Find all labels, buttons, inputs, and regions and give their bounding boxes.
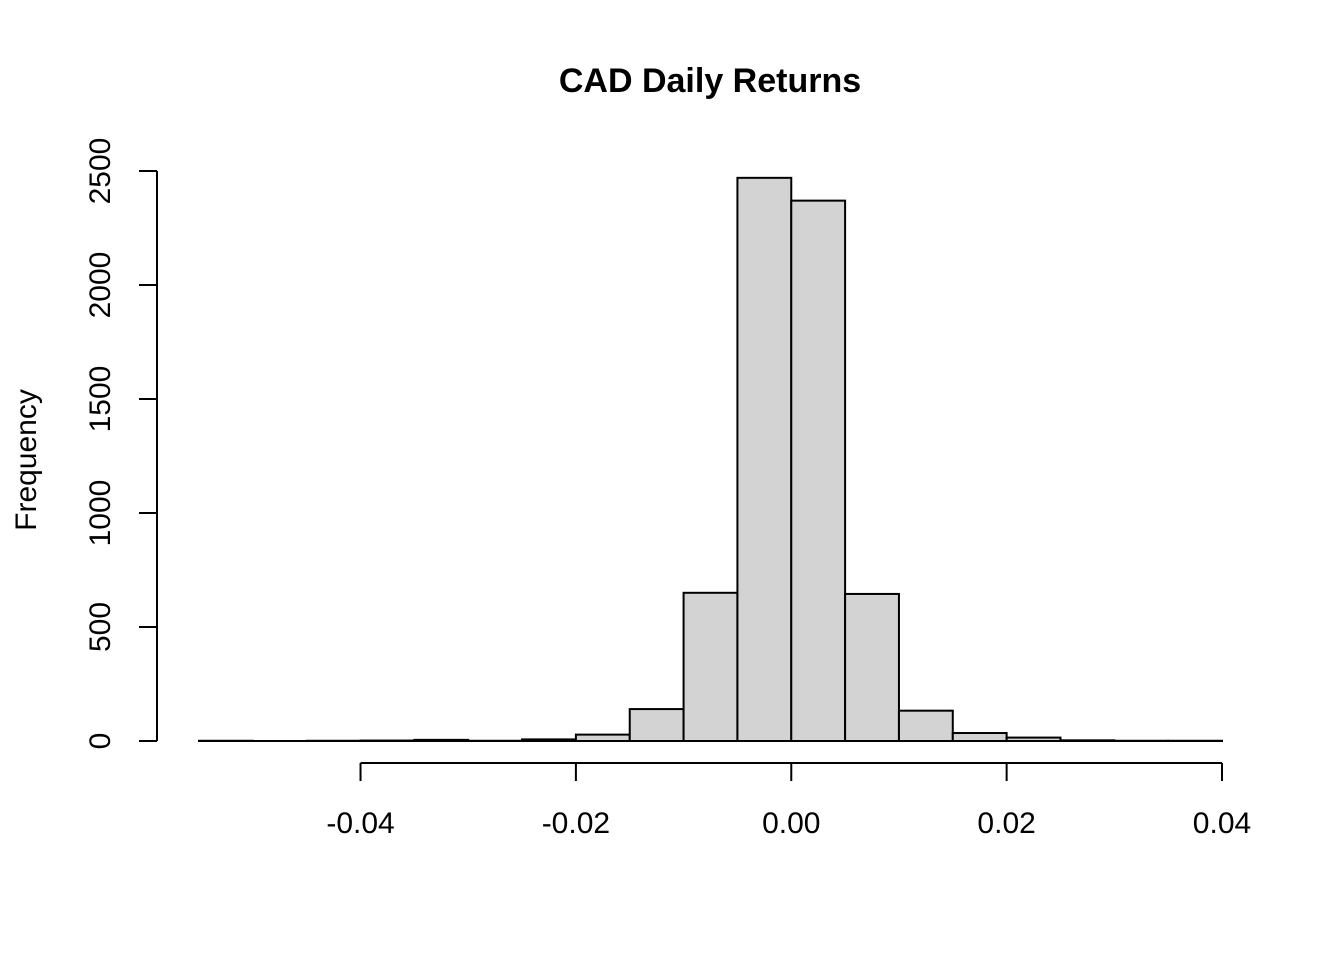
histogram-bar [630,709,684,741]
chart-title: CAD Daily Returns [559,62,861,100]
histogram-bars [199,178,1222,741]
y-tick-label: 2500 [84,138,117,205]
y-axis: 0 500 1000 1500 2000 2500 [84,138,157,750]
histogram-bar [845,594,899,741]
x-tick-label: -0.04 [326,807,394,840]
x-axis: -0.04 -0.02 0.00 0.02 0.04 [326,763,1251,840]
y-tick-label: 0 [84,733,117,750]
x-tick-label: -0.02 [542,807,610,840]
histogram-bar [684,593,738,741]
x-tick-label: 0.00 [762,807,820,840]
histogram-bar [953,733,1007,741]
y-tick-label: 1000 [84,480,117,547]
histogram-bar [737,178,791,741]
y-tick-label: 500 [84,602,117,652]
y-tick-label: 1500 [84,366,117,433]
histogram-bar [791,201,845,741]
y-tick-label: 2000 [84,252,117,319]
y-axis-title: Frequency [10,389,43,531]
histogram-bar [899,711,953,741]
x-tick-label: 0.04 [1193,807,1251,840]
x-tick-label: 0.02 [977,807,1035,840]
